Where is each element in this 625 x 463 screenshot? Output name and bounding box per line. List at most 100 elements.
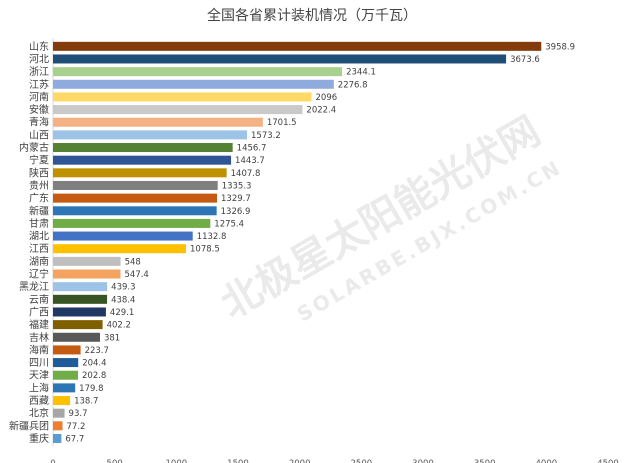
category-label: 新疆 [29,204,49,217]
category-label: 湖南 [29,255,49,268]
bar-28 [53,396,71,406]
value-label: 1329.7 [221,194,251,204]
value-label: 547.4 [125,270,149,280]
bar-14 [53,218,211,228]
plot-area: 山东 3958.9 河北 3673.6 浙江 2344.1 江苏 2276.8 河南 2096 安徽… [9,38,619,463]
value-label: 1701.5 [267,118,297,128]
bar-10 [53,168,227,178]
category-label: 青海 [29,116,49,129]
value-label: 1078.5 [190,245,220,255]
bar-1 [53,54,507,64]
category-label: 西藏 [29,395,49,407]
category-label: 四川 [29,358,49,369]
value-label: 1443.7 [235,156,265,166]
value-label: 381 [104,333,120,343]
category-label: 河南 [29,90,49,103]
value-label: 1335.3 [222,181,252,191]
category-label: 重庆 [29,432,49,445]
bar-11 [53,180,218,190]
category-label: 云南 [29,293,49,306]
value-label: 202.8 [82,371,106,381]
value-label: 204.4 [82,359,106,369]
chart-title: 全国各省累计装机情况（万千瓦） [207,7,417,24]
x-tick-label: 2000 [289,459,311,463]
value-label: 3958.9 [545,42,575,52]
value-label: 1326.9 [221,207,251,217]
category-label: 山东 [29,40,49,53]
category-label: 浙江 [29,66,49,78]
bar-16 [53,244,187,254]
bar-24 [53,345,81,355]
bar-8 [53,143,233,153]
category-label: 辽宁 [29,268,49,281]
category-label: 北京 [29,407,49,420]
category-label: 江西 [29,243,49,255]
value-label: 2276.8 [338,80,368,90]
category-label: 贵州 [29,179,49,192]
category-label: 甘肃 [29,217,49,230]
category-label: 内蒙古 [19,141,49,154]
value-label: 1456.7 [237,144,267,154]
value-label: 1407.8 [231,169,261,179]
bar-2 [53,67,343,77]
category-label: 广西 [29,306,49,318]
value-label: 2022.4 [306,106,336,116]
value-label: 548 [125,257,141,267]
value-label: 3673.6 [510,55,540,65]
category-label: 福建 [29,318,49,331]
value-label: 439.3 [111,283,135,293]
bar-13 [53,206,217,216]
bar-17 [53,256,121,266]
bar-19 [53,282,108,292]
category-label: 江苏 [29,78,49,91]
bar-15 [53,231,193,241]
bar-4 [53,92,312,102]
bar-23 [53,332,100,342]
bar-26 [53,370,79,380]
bar-9 [53,155,232,165]
value-label: 67.7 [65,434,84,444]
value-label: 77.2 [67,422,86,432]
bar-27 [53,383,76,393]
x-tick-label: 500 [107,459,123,463]
bar-3 [53,79,334,89]
bar-18 [53,269,121,279]
bar-29 [53,408,65,418]
x-tick-label: 3500 [474,459,496,463]
watermark-text-cn: 北极星太阳能光伏网 [213,108,548,328]
value-label: 179.8 [79,384,103,394]
bar-20 [53,294,108,304]
category-label: 天津 [29,370,49,382]
category-label: 陕西 [29,166,49,179]
value-label: 223.7 [85,346,109,356]
bar-6 [53,117,263,127]
bar-25 [53,358,79,368]
value-label: 402.2 [107,321,131,331]
category-label: 吉林 [29,331,49,344]
bar-21 [53,307,106,317]
bar-31 [53,433,62,443]
x-tick-label: 0 [50,459,55,463]
category-label: 广东 [29,192,49,205]
category-label: 上海 [29,381,49,394]
bar-7 [53,130,248,140]
category-label: 安徽 [29,103,49,116]
value-label: 1573.2 [251,131,281,141]
value-label: 1275.4 [214,219,244,229]
category-label: 黑龙江 [19,280,49,293]
value-label: 93.7 [69,409,88,419]
x-tick-label: 3000 [412,459,434,463]
value-label: 438.4 [111,295,135,305]
category-label: 山西 [29,129,49,141]
value-label: 1132.8 [197,232,227,242]
category-label: 新疆兵团 [9,419,49,432]
value-label: 429.1 [110,308,134,318]
bar-22 [53,320,103,330]
category-label: 宁夏 [29,154,49,167]
category-label: 海南 [29,343,49,356]
bar-0 [53,41,542,51]
x-tick-label: 1000 [166,459,188,463]
x-tick-label: 1500 [227,459,249,463]
x-tick-label: 4500 [597,459,619,463]
